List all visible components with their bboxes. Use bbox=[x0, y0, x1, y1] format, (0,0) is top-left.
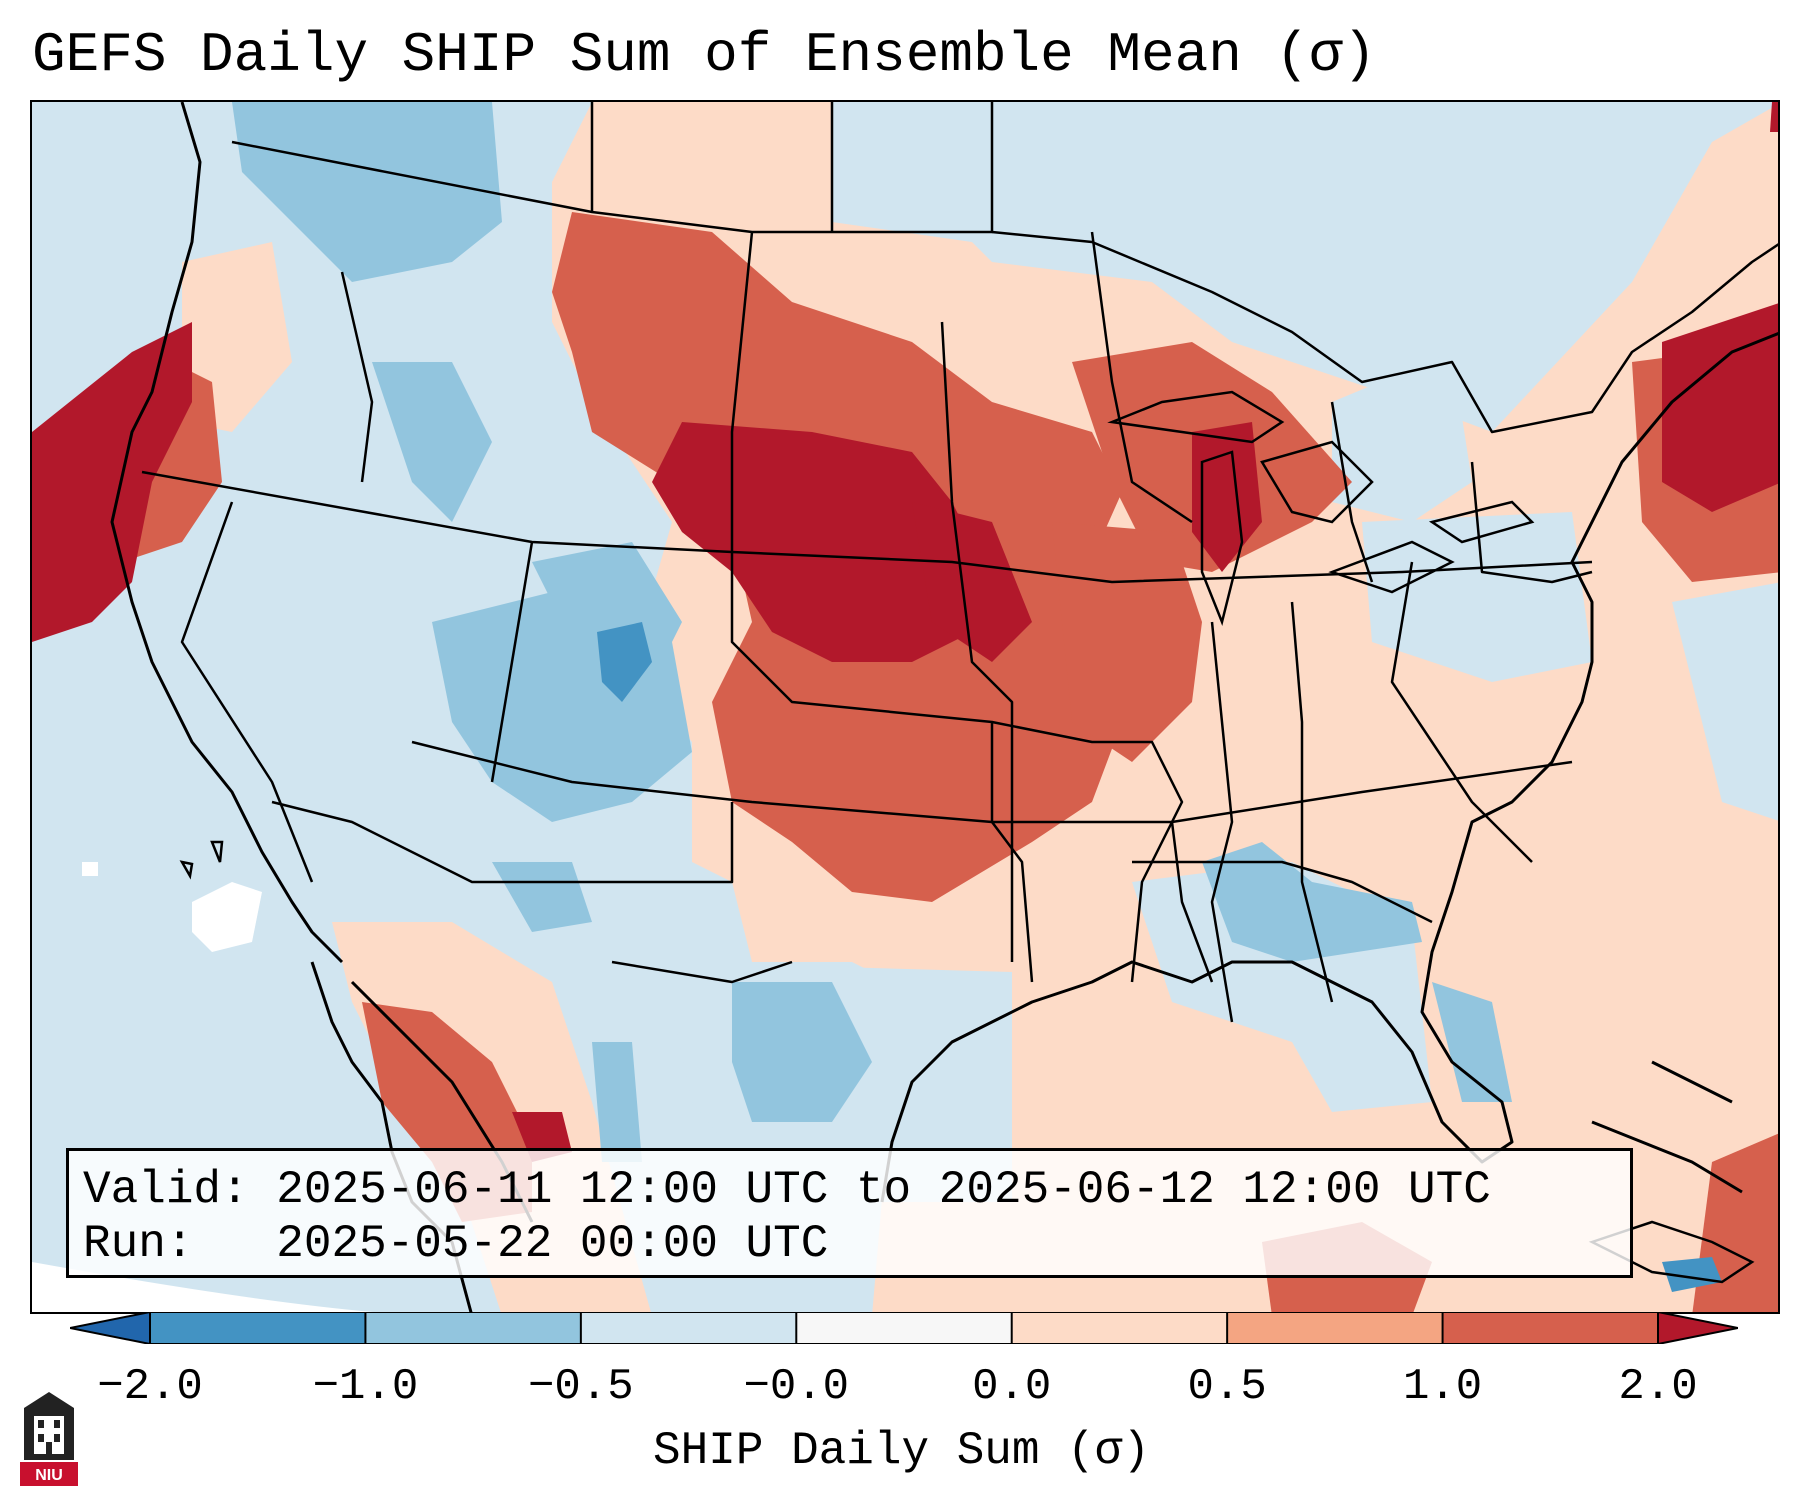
valid-row: Valid: 2025-06-11 12:00 UTC to 2025-06-1… bbox=[83, 1163, 1630, 1217]
out-of-domain-corner bbox=[32, 1262, 374, 1312]
colorbar-tick-label: 0.5 bbox=[1187, 1362, 1267, 1412]
colorbar-bin bbox=[580, 1312, 797, 1344]
state-and-country-borders bbox=[141, 102, 1778, 1023]
chart-title: GEFS Daily SHIP Sum of Ensemble Mean (σ) bbox=[32, 23, 1377, 87]
colorbar-bin bbox=[1227, 1312, 1444, 1344]
colorbar-tick-label: −0.5 bbox=[528, 1362, 634, 1412]
colorbar-bin bbox=[365, 1312, 582, 1344]
colorbar-bin bbox=[1011, 1312, 1228, 1344]
colorbar-tick-label: −2.0 bbox=[97, 1362, 203, 1412]
colorbar-label: SHIP Daily Sum (σ) bbox=[653, 1425, 1150, 1477]
valid-label: Valid: bbox=[83, 1164, 249, 1216]
run-label: Run: bbox=[83, 1218, 194, 1270]
niu-logo-text: NIU bbox=[35, 1467, 63, 1484]
map-panel bbox=[30, 100, 1780, 1314]
great-lakes-outlines bbox=[1107, 390, 1535, 627]
colorbar-tick-label: 2.0 bbox=[1618, 1362, 1698, 1412]
colorbar-tick-label: 0.0 bbox=[972, 1362, 1052, 1412]
field-layer-dark-red bbox=[32, 102, 1778, 1162]
run-row: Run: 2025-05-22 00:00 UTC bbox=[83, 1217, 1630, 1271]
map-canvas bbox=[32, 102, 1778, 1312]
field-layer-dark-blue bbox=[597, 622, 1722, 1292]
island-outlines bbox=[179, 840, 1755, 1284]
colorbar-bin bbox=[796, 1312, 1013, 1344]
colorbar-bin bbox=[150, 1312, 366, 1344]
niu-logo: NIU bbox=[20, 1392, 78, 1486]
colorbar-over-arrow bbox=[1658, 1312, 1738, 1344]
colorbar-tick-label: 1.0 bbox=[1402, 1362, 1483, 1412]
valid-time-box: Valid: 2025-06-11 12:00 UTC to 2025-06-1… bbox=[66, 1148, 1633, 1278]
valid-value: 2025-06-11 12:00 UTC to 2025-06-12 12:00… bbox=[276, 1164, 1491, 1216]
colorbar bbox=[70, 1312, 1738, 1344]
field-layer-white bbox=[82, 862, 262, 952]
colorbar-bin bbox=[1442, 1312, 1659, 1344]
colorbar-tick-label: −1.0 bbox=[312, 1362, 419, 1412]
run-value: 2025-05-22 00:00 UTC bbox=[276, 1218, 829, 1270]
coastline-outlines bbox=[110, 102, 1778, 1312]
colorbar-tick-label: −0.0 bbox=[743, 1362, 850, 1412]
colorbar-under-arrow bbox=[70, 1312, 150, 1344]
